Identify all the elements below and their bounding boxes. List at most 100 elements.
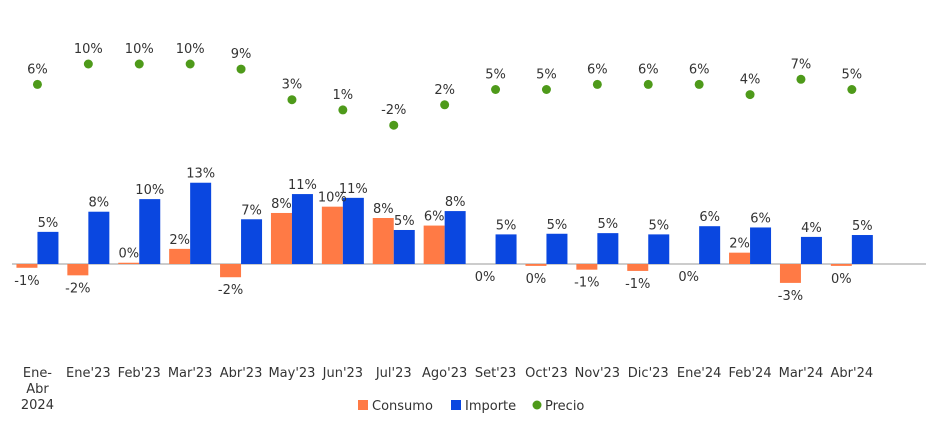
bar-consumo <box>423 225 445 264</box>
point-precio <box>491 85 501 94</box>
bar-importe <box>393 229 415 264</box>
bar-consumo <box>169 248 191 264</box>
data-label-consumo: 10% <box>318 191 347 206</box>
bar-importe <box>648 234 670 264</box>
data-label-importe: 10% <box>135 183 164 198</box>
data-label-importe: 8% <box>89 196 110 211</box>
bar-consumo <box>16 264 38 268</box>
data-label-importe: 8% <box>445 195 466 210</box>
x-tick-label: Mar'23 <box>168 366 213 381</box>
legend: Consumo Importe Precio <box>358 399 584 414</box>
bar-importe <box>342 197 364 264</box>
bar-importe <box>597 233 619 264</box>
bar-importe <box>800 236 822 264</box>
bar-importe <box>546 233 568 264</box>
point-precio <box>796 74 806 84</box>
x-tick-label: May'23 <box>268 366 315 381</box>
point-precio <box>541 85 551 94</box>
point-precio <box>32 79 42 89</box>
data-label-consumo: 0% <box>475 270 496 285</box>
point-precio <box>592 79 602 89</box>
data-label-precio: 10% <box>176 42 205 57</box>
bar-consumo <box>270 212 292 264</box>
data-label-consumo: 0% <box>526 272 547 287</box>
data-label-importe: 7% <box>241 203 262 218</box>
data-label-precio: 2% <box>434 83 455 98</box>
legend-swatch-consumo <box>358 400 368 410</box>
data-label-precio: -2% <box>381 103 406 118</box>
bar-consumo <box>372 218 394 264</box>
point-precio <box>440 100 450 110</box>
bar-consumo <box>67 264 89 276</box>
bars-layer <box>16 182 873 283</box>
data-label-precio: 6% <box>587 62 608 77</box>
data-label-precio: 10% <box>125 42 154 57</box>
data-label-importe: 4% <box>801 221 822 236</box>
x-tick-label: Jul'23 <box>375 366 412 381</box>
data-label-consumo: 0% <box>831 272 852 287</box>
data-label-consumo: -3% <box>778 289 803 304</box>
data-label-importe: 5% <box>598 217 619 232</box>
data-label-precio: 9% <box>231 47 252 62</box>
data-label-importe: 11% <box>339 182 368 197</box>
data-label-consumo: 0% <box>118 247 139 262</box>
data-label-consumo: -1% <box>574 276 599 291</box>
bar-importe <box>851 235 873 264</box>
data-label-precio: 5% <box>536 68 557 83</box>
data-label-importe: 5% <box>496 218 517 233</box>
data-label-consumo: 0% <box>678 270 699 285</box>
bar-importe <box>444 211 466 264</box>
legend-label-consumo: Consumo <box>372 399 433 414</box>
x-tick-label: Nov'23 <box>575 366 621 381</box>
point-precio <box>745 90 755 100</box>
x-tick-label: Ene-Abr 2024 <box>21 366 54 413</box>
data-label-importe: 5% <box>547 218 568 233</box>
point-precio <box>643 79 653 89</box>
legend-marker-precio <box>532 400 542 410</box>
data-label-precio: 6% <box>689 62 710 77</box>
bar-importe <box>241 219 263 264</box>
bar-importe <box>190 182 212 264</box>
data-label-consumo: -2% <box>65 281 90 296</box>
data-label-importe: 13% <box>186 167 215 182</box>
data-label-precio: 5% <box>485 68 506 83</box>
data-labels-layer: -1% 5% 6% -2% 8% 10% 0% 10% 10% 2% 13% 10% -2% 7% 9% 8%… <box>14 42 872 304</box>
point-precio <box>338 105 348 115</box>
data-label-precio: 5% <box>842 68 863 83</box>
x-tick-label: Mar'24 <box>779 366 824 381</box>
data-label-importe: 5% <box>394 214 415 229</box>
legend-swatch-importe <box>451 400 461 410</box>
data-label-importe: 5% <box>852 219 873 234</box>
bar-consumo <box>779 264 801 283</box>
data-label-importe: 6% <box>699 210 720 225</box>
point-precio <box>847 85 857 94</box>
bar-importe <box>291 194 313 264</box>
bar-importe <box>495 234 517 264</box>
bar-consumo <box>525 264 547 266</box>
data-label-consumo: -1% <box>625 277 650 292</box>
x-tick-label: Ene'23 <box>66 366 111 381</box>
bar-importe <box>699 226 721 264</box>
x-tick-label: Set'23 <box>475 366 516 381</box>
bar-consumo <box>576 264 598 270</box>
data-label-precio: 3% <box>282 78 303 93</box>
x-tick-label: Dic'23 <box>628 366 669 381</box>
data-label-consumo: 2% <box>729 237 750 252</box>
bar-importe <box>37 231 59 264</box>
data-label-importe: 5% <box>38 216 59 231</box>
x-axis-tick-labels: Ene-Abr 2024 Ene'23 Feb'23 Mar'23 Abr'23 May'2… <box>21 366 873 413</box>
x-tick-label: Oct'23 <box>525 366 568 381</box>
x-tick-label: Jun'23 <box>322 366 363 381</box>
bar-importe <box>750 227 772 264</box>
data-label-consumo: 8% <box>271 197 292 212</box>
bar-consumo <box>220 264 242 278</box>
bar-importe <box>139 199 161 264</box>
bar-consumo <box>321 206 343 264</box>
point-precio <box>694 79 704 89</box>
data-label-precio: 10% <box>74 42 103 57</box>
point-precio <box>185 59 195 69</box>
bar-consumo <box>830 264 852 266</box>
x-tick-label: Abr'23 <box>220 366 263 381</box>
price-points-layer <box>32 59 857 130</box>
